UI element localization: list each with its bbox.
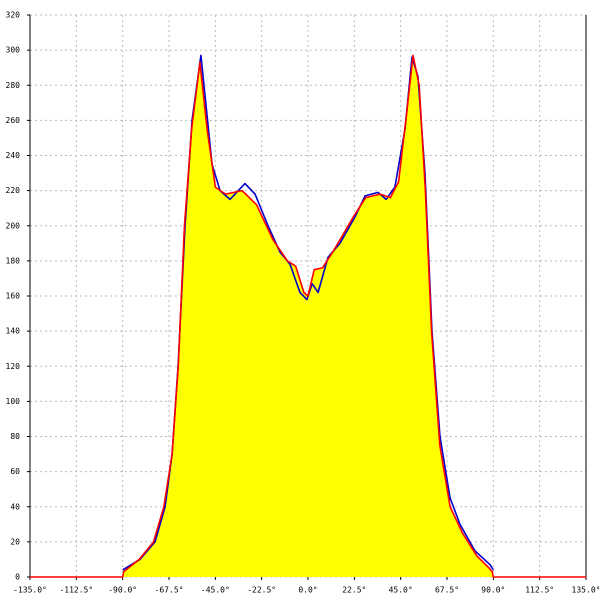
x-tick-label: -67.5° — [155, 586, 184, 595]
area — [30, 55, 586, 578]
y-tick-label: 160 — [6, 292, 21, 301]
x-tick-label: 67.5° — [435, 586, 459, 595]
x-tick-label: -135.0° — [13, 586, 47, 595]
y-tick-label: 300 — [6, 46, 21, 55]
y-tick-label: 120 — [6, 362, 21, 371]
y-tick-label: 0 — [15, 573, 20, 582]
y-tick-label: 60 — [10, 467, 20, 476]
line — [30, 54, 586, 578]
y-tick-label: 140 — [6, 327, 21, 336]
x-tick-label: 45.0° — [389, 586, 413, 595]
x-tick-label: 22.5° — [342, 586, 366, 595]
y-tick-label: 260 — [6, 116, 21, 125]
y-tick-label: 80 — [10, 432, 20, 441]
y-tick-label: 240 — [6, 151, 21, 160]
y-tick-label: 200 — [6, 221, 21, 230]
x-tick-label: -22.5° — [247, 586, 276, 595]
x-tick-label: -45.0° — [201, 586, 230, 595]
y-tick-label: 220 — [6, 186, 21, 195]
x-tick-label: -90.0° — [108, 586, 137, 595]
y-tick-label: 20 — [10, 537, 20, 546]
x-tick-label: 0.0° — [298, 586, 317, 595]
x-tick-label: -112.5° — [59, 586, 93, 595]
y-tick-label: 280 — [6, 81, 21, 90]
x-tick-label: 135.0° — [572, 586, 600, 595]
y-tick-label: 320 — [6, 11, 21, 20]
x-tick-label: 112.5° — [525, 586, 554, 595]
x-tick-label: 90.0° — [481, 586, 505, 595]
y-tick-label: 180 — [6, 256, 21, 265]
y-tick-label: 40 — [10, 502, 20, 511]
y-tick-label: 100 — [6, 397, 21, 406]
